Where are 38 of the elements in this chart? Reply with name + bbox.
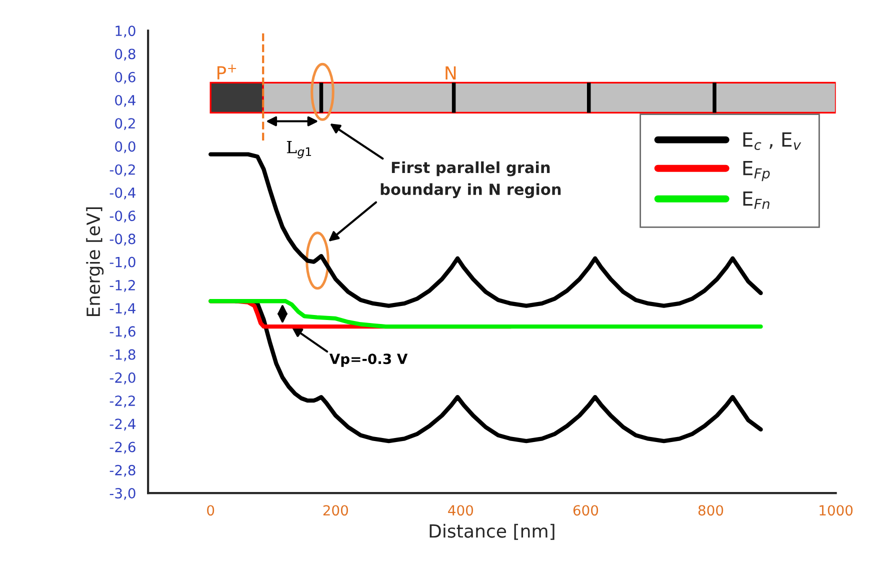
- x-tick-label: 400: [448, 505, 474, 516]
- x-axis-title: Distance [nm]: [430, 524, 554, 540]
- line-series: [208, 299, 763, 329]
- y-tick-label: -0,4: [110, 187, 136, 200]
- y-tick-label: -1,0: [110, 256, 136, 269]
- annotation: N: [446, 66, 456, 80]
- y-tick-label: -1,4: [110, 303, 136, 315]
- y-tick-label: -2,8: [110, 464, 136, 477]
- y-tick-label: -1,6: [110, 326, 136, 338]
- legend-label: E$_{Fn}$: [743, 191, 770, 209]
- y-tick-label: -0,8: [110, 234, 136, 246]
- y-tick-label: -2,6: [110, 442, 136, 454]
- y-axis-title: Energie [eV]: [86, 207, 104, 316]
- legend-label: E$_{Fp}$: [743, 160, 770, 182]
- annotation: L$_{g1}$: [286, 141, 312, 158]
- y-tick-label: 0,0: [115, 141, 136, 154]
- y-tick-label: -2,4: [110, 418, 136, 431]
- y-tick-label: -1,8: [110, 349, 136, 362]
- annotation: Vp=-0.3 V: [329, 354, 408, 367]
- annotation: First parallel grain boundary in N region: [380, 161, 561, 198]
- legend-label: E$_{c}$ , E$_{v}$: [743, 132, 802, 150]
- x-tick-label: 0: [207, 505, 214, 516]
- y-tick-label: 0,8: [115, 48, 136, 61]
- x-tick-label: 1000: [820, 505, 853, 516]
- annotation: P$^{+}$: [218, 64, 236, 80]
- y-tick-label: 1,0: [116, 26, 136, 38]
- y-tick-label: -0,6: [110, 210, 136, 222]
- y-tick-label: -2,0: [110, 372, 136, 384]
- y-tick-label: 0,4: [115, 94, 136, 107]
- y-tick-label: 0,2: [115, 118, 135, 130]
- y-tick-label: 0,6: [115, 72, 136, 84]
- x-tick-label: 600: [573, 505, 598, 516]
- x-tick-label: 200: [323, 505, 348, 516]
- x-tick-label: 800: [698, 505, 724, 516]
- y-tick-label: -3,0: [110, 488, 136, 500]
- y-tick-label: -2,2: [110, 396, 135, 408]
- y-tick-label: -0,2: [110, 164, 135, 176]
- y-tick-label: -1,2: [110, 280, 135, 292]
